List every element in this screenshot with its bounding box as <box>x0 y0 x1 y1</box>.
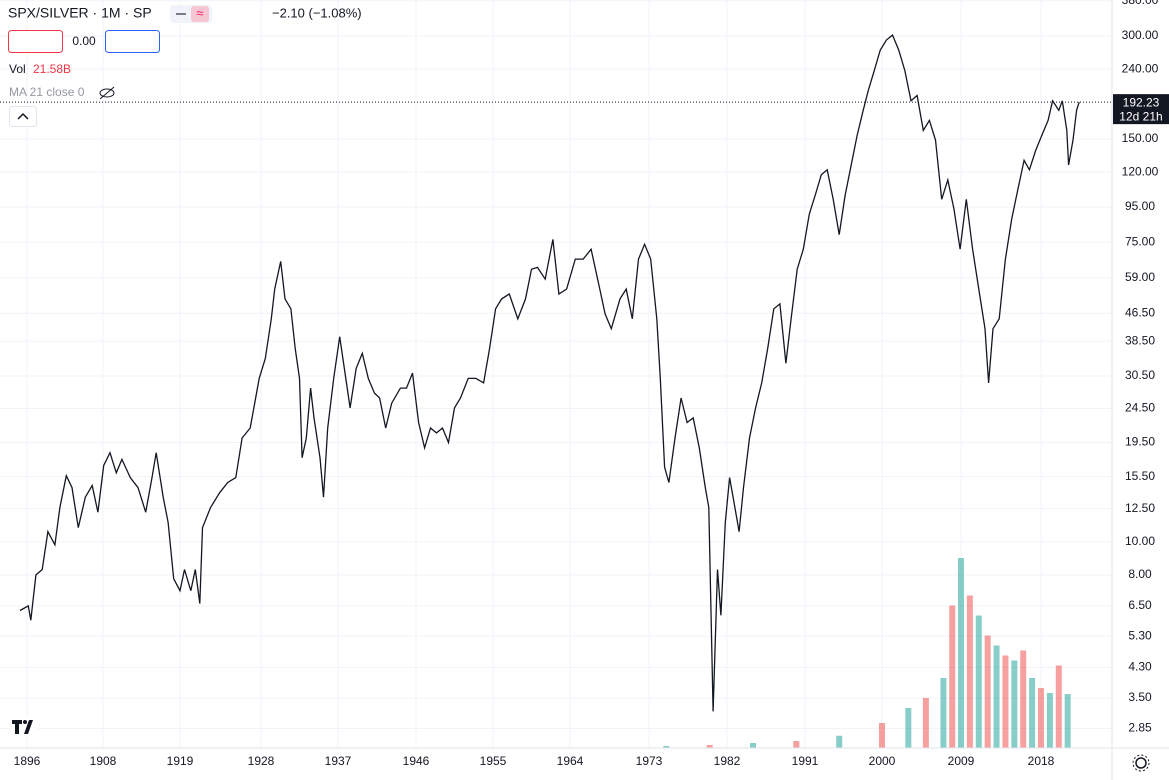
y-tick-label: 59.00 <box>1125 270 1155 284</box>
volume-bar <box>1055 665 1062 748</box>
volume-bar <box>1046 693 1053 748</box>
volume-bar <box>1038 688 1044 748</box>
x-tick-label: 1928 <box>248 754 275 768</box>
y-tick-label: 8.00 <box>1128 567 1152 581</box>
x-tick-label: 1896 <box>14 754 41 768</box>
y-tick-label: 38.50 <box>1125 333 1155 347</box>
y-tick-label: 6.50 <box>1128 598 1152 612</box>
icon <box>191 6 209 22</box>
y-tick-label: 95.00 <box>1125 199 1155 213</box>
volume-bar <box>940 678 947 748</box>
countdown: 12d 21h <box>1119 109 1162 123</box>
axes: 380.00 300.00 240.00 150.00 120.00 95.00 75.00… <box>14 0 1169 768</box>
hidden-icon[interactable] <box>99 86 115 100</box>
symbol: SPX/SILVER · 1M · SP <box>8 5 152 21</box>
y-tick-label: 2.85 <box>1128 721 1152 735</box>
y-tick-label: 240.00 <box>1122 61 1159 75</box>
logo <box>10 716 38 738</box>
volume-bar <box>750 743 756 748</box>
y-tick-label: 10.00 <box>1125 534 1155 548</box>
volume-bar <box>1011 660 1018 748</box>
volume-bar <box>966 595 973 748</box>
x-tick-label: 1982 <box>714 754 741 768</box>
y-tick-label: 15.50 <box>1125 469 1155 483</box>
y-tick-label: 4.30 <box>1128 660 1152 674</box>
x-tick-label: 1964 <box>557 754 584 768</box>
y-tick-label: 24.50 <box>1125 401 1155 415</box>
x-tick-label: 1919 <box>167 754 194 768</box>
y-tick-label: 30.50 <box>1125 368 1155 382</box>
x-tick-label: 1973 <box>636 754 663 768</box>
x-tick-label: 2009 <box>948 754 975 768</box>
icon: ≈ <box>196 5 203 20</box>
grid <box>0 0 1112 748</box>
x-tick-label: 1991 <box>792 754 819 768</box>
volume-label: Vol <box>9 62 26 76</box>
y-tick-label: 150.00 <box>1122 131 1159 145</box>
x-tick-label: 2000 <box>869 754 896 768</box>
volume-bar <box>975 615 982 748</box>
y-tick-label: 46.50 <box>1125 305 1155 319</box>
spread: 0.00 <box>72 34 96 48</box>
change: −2.10 (−1.08%) <box>272 5 362 20</box>
y-tick-label: 300.00 <box>1122 28 1159 42</box>
y-tick-label: 380.00 <box>1122 0 1159 7</box>
icon <box>17 112 29 120</box>
x-tick-label: 1955 <box>480 754 507 768</box>
volume-bar <box>984 635 991 748</box>
volume-bar <box>993 645 1000 748</box>
x-tick-label: 1946 <box>403 754 430 768</box>
volume-bar <box>1020 650 1027 748</box>
x-tick-label: 1908 <box>90 754 117 768</box>
volume-bar <box>1064 694 1071 748</box>
volume-value: 21.58B <box>33 62 71 76</box>
collapse-button[interactable] <box>9 106 37 127</box>
y-tick-label: 19.50 <box>1125 435 1155 449</box>
settings-button[interactable] <box>1132 754 1150 772</box>
volume-bar <box>949 605 956 748</box>
ma-label: MA 21 close 0 <box>9 85 85 99</box>
y-tick-label: 75.00 <box>1125 234 1155 248</box>
last-price-box <box>1113 94 1169 125</box>
last-price-label: 192.23 <box>1123 95 1160 109</box>
sell-box[interactable] <box>8 30 63 53</box>
y-tick-label: 3.50 <box>1128 690 1152 704</box>
volume-bar <box>1002 655 1009 748</box>
volume-bar <box>706 745 713 748</box>
volume-bar <box>1029 678 1036 748</box>
y-tick-label: 5.30 <box>1128 628 1152 642</box>
volume-pane <box>663 558 1071 748</box>
volume-bar <box>879 723 885 748</box>
volume-bar <box>905 708 912 748</box>
x-tick-label: 2018 <box>1028 754 1055 768</box>
volume-bar <box>922 698 929 748</box>
buy-box[interactable] <box>105 30 160 53</box>
volume-bar <box>793 741 800 748</box>
volume-bar <box>663 746 670 748</box>
y-tick-label: 12.50 <box>1125 501 1155 515</box>
price-pane <box>0 33 1112 712</box>
volume-bar <box>958 558 964 748</box>
y-tick-label: 120.00 <box>1122 164 1159 178</box>
volume-bar <box>836 735 843 748</box>
price-line <box>19 33 1080 712</box>
x-tick-label: 1937 <box>325 754 352 768</box>
